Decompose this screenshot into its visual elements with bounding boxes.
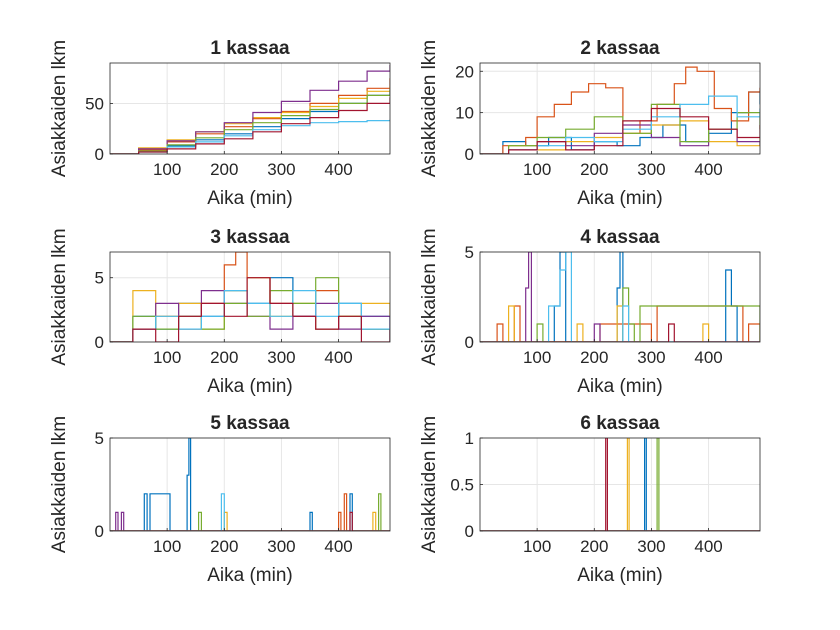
series-line-6: [480, 252, 760, 342]
subplot-4: 100 200 300 400 0 5 4 kassaa Aika (min) Asiakkai…: [419, 227, 761, 397]
y-tick-label: 5: [95, 269, 104, 288]
subplot-5: 100 200 300 400 0 5 5 kassaa Aika (min) Asiakkai…: [49, 413, 391, 586]
x-tick-label: 100: [523, 160, 551, 179]
x-tick-label: 100: [523, 537, 551, 556]
x-tick-label: 200: [580, 160, 608, 179]
x-tick-label: 100: [153, 537, 181, 556]
series-line-2: [110, 493, 390, 531]
x-tick-label: 400: [694, 537, 722, 556]
y-tick-label: 0: [95, 522, 104, 541]
subplot-title: 2 kassaa: [580, 38, 660, 59]
y-tick-label: 0: [465, 522, 474, 541]
x-tick-label: 200: [210, 348, 238, 367]
series-line-6: [110, 493, 390, 531]
y-tick-label: 0: [95, 333, 104, 352]
x-tick-label: 300: [267, 537, 295, 556]
y-tick-label: 5: [465, 243, 474, 262]
x-tick-label: 400: [324, 160, 352, 179]
subplot-title: 5 kassaa: [210, 413, 290, 434]
axes-box: [479, 62, 761, 155]
series-line-1: [110, 438, 390, 531]
axes-box: [109, 62, 391, 155]
x-tick-label: 300: [637, 160, 665, 179]
x-tick-label: 300: [637, 348, 665, 367]
series-line-5: [110, 493, 390, 531]
x-tick-label: 200: [210, 537, 238, 556]
x-tick-label: 200: [580, 537, 608, 556]
y-tick-label: 0: [465, 145, 474, 164]
y-axis-label: Asiakkaiden lkm: [419, 40, 440, 177]
series-line-7: [480, 323, 760, 342]
series-line-7: [110, 511, 390, 531]
x-tick-label: 200: [210, 160, 238, 179]
subplot-6: 100 200 300 400 0 0.5 1 6 kassaa Aika (min) Asiak…: [419, 413, 761, 586]
series-line-7: [110, 277, 390, 342]
x-tick-label: 400: [694, 160, 722, 179]
y-axis-label: Asiakkaiden lkm: [49, 228, 70, 365]
y-axis-label: Asiakkaiden lkm: [49, 416, 70, 553]
subplot-title: 1 kassaa: [210, 38, 290, 59]
axes-box: [109, 437, 391, 532]
x-tick-label: 100: [153, 160, 181, 179]
axes-box: [479, 251, 761, 343]
x-tick-label: 100: [523, 348, 551, 367]
subplot-title: 4 kassaa: [580, 227, 660, 248]
x-axis-label: Aika (min): [207, 565, 293, 586]
y-tick-label: 0: [465, 333, 474, 352]
x-axis-label: Aika (min): [207, 188, 293, 209]
x-tick-label: 300: [267, 348, 295, 367]
y-axis-label: Asiakkaiden lkm: [49, 40, 70, 177]
series-line-4: [110, 511, 390, 531]
subplot-3: 100 200 300 400 0 5 3 kassaa Aika (min) Asiakkai…: [49, 227, 391, 397]
plot-area: [110, 438, 390, 531]
x-axis-label: Aika (min): [577, 565, 663, 586]
plot-area: [480, 63, 760, 154]
x-tick-label: 400: [324, 348, 352, 367]
subplot-title: 6 kassaa: [580, 413, 660, 434]
series-line-4: [480, 252, 760, 342]
x-tick-label: 400: [694, 348, 722, 367]
y-tick-label: 1: [465, 429, 474, 448]
series-line-3: [480, 305, 760, 342]
y-axis-label: Asiakkaiden lkm: [419, 228, 440, 365]
x-tick-label: 100: [153, 348, 181, 367]
y-tick-label: 20: [455, 62, 474, 81]
series-line-5: [480, 287, 760, 342]
series-line-7: [480, 107, 760, 154]
y-axis-label: Asiakkaiden lkm: [419, 416, 440, 553]
plot-area: [110, 252, 390, 342]
subplot-2: 100 200 300 400 0 10 20 2 kassaa Aika (min) Asiak…: [419, 38, 761, 209]
y-tick-label: 5: [95, 429, 104, 448]
x-tick-label: 300: [267, 160, 295, 179]
x-axis-label: Aika (min): [207, 376, 293, 397]
y-tick-label: 0: [95, 145, 104, 164]
x-tick-label: 400: [324, 537, 352, 556]
x-tick-label: 300: [637, 537, 665, 556]
plot-area: [110, 63, 390, 154]
axes-box: [109, 251, 391, 343]
subplot-1: 100 200 300 400 0 50 1 kassaa Aika (min) Asiakka…: [49, 38, 391, 209]
series-line-7: [110, 97, 390, 154]
x-tick-label: 200: [580, 348, 608, 367]
y-tick-label: 0.5: [450, 476, 474, 495]
x-axis-label: Aika (min): [577, 188, 663, 209]
x-axis-label: Aika (min): [577, 376, 663, 397]
y-tick-label: 10: [455, 104, 474, 123]
y-tick-label: 50: [85, 94, 104, 113]
subplot-title: 3 kassaa: [210, 227, 290, 248]
